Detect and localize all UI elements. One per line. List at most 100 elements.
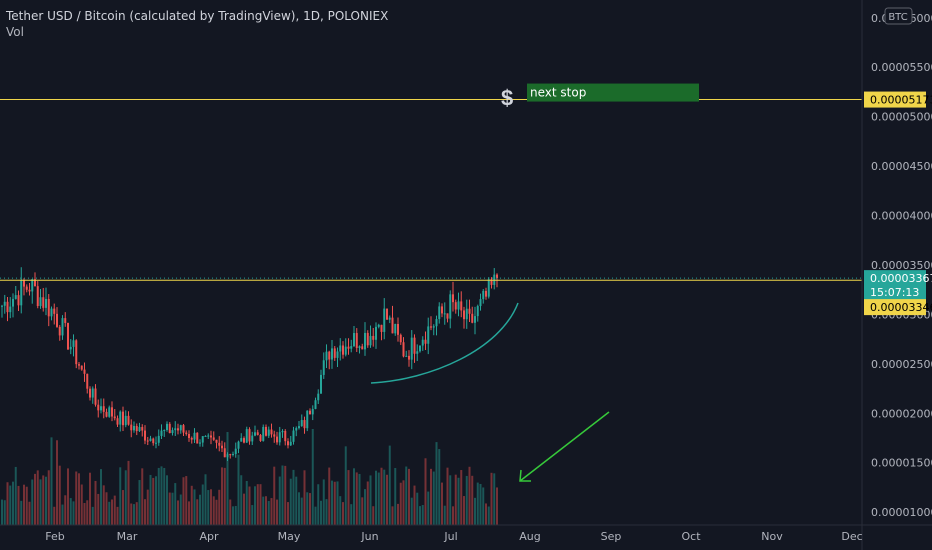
volume-bar <box>130 503 133 525</box>
candle-body <box>410 337 413 360</box>
candle-body <box>479 299 482 307</box>
candle-body <box>163 429 166 431</box>
candle-body <box>232 453 234 455</box>
candle-body <box>102 406 105 412</box>
volume-bar <box>61 504 64 525</box>
volume-bar <box>102 485 105 525</box>
volume-bar <box>386 474 388 525</box>
candle-body <box>196 432 199 444</box>
arrow-head <box>519 469 531 482</box>
volume-bar <box>144 499 146 525</box>
volume-bar <box>366 481 369 525</box>
candle-body <box>262 426 265 441</box>
candle-body <box>281 430 284 433</box>
candle-body <box>311 408 314 415</box>
volume-bar <box>127 460 130 525</box>
volume-bar <box>207 490 210 525</box>
volume-bar <box>111 499 113 525</box>
candle-body <box>256 432 259 435</box>
arrow-annotation[interactable] <box>519 411 610 482</box>
candle-body <box>105 411 108 417</box>
volume-bar <box>182 477 185 525</box>
candle-body <box>259 434 262 441</box>
currency-badge[interactable] <box>884 7 913 25</box>
candle-body <box>432 326 435 328</box>
candle-body <box>152 438 155 444</box>
candle-body <box>270 429 273 435</box>
candle-body <box>421 339 424 346</box>
candle-body <box>221 445 223 449</box>
volume-bar <box>364 489 366 525</box>
candle-body <box>347 346 350 349</box>
candle-body <box>251 435 254 442</box>
volume-bar <box>138 480 141 525</box>
volume-bar <box>273 466 276 525</box>
time-tick-label: Apr <box>199 530 219 543</box>
candle-body <box>375 326 377 340</box>
candle-body <box>427 326 430 344</box>
volume-bar <box>157 467 160 525</box>
volume-bar <box>333 481 336 525</box>
volume-bar <box>119 467 122 525</box>
candle-body <box>457 301 460 310</box>
candle-body <box>94 388 97 405</box>
volume-bar <box>336 481 339 525</box>
candle-body <box>397 323 399 335</box>
candle-body <box>218 442 221 446</box>
volume-bar <box>174 483 177 525</box>
volume-bar <box>397 503 399 525</box>
price-tick-label: 0.00004500 <box>871 160 932 173</box>
candle-body <box>31 279 34 292</box>
volume-bar <box>42 475 45 525</box>
candle-body <box>391 317 394 334</box>
volume-bar <box>9 485 12 525</box>
candle-body <box>182 425 185 433</box>
curve-annotation[interactable] <box>370 302 519 384</box>
candle-body <box>207 435 210 437</box>
volume-bar <box>424 458 427 525</box>
volume-bar <box>171 492 174 525</box>
time-tick-label: May <box>278 530 301 543</box>
volume-bar <box>361 497 364 525</box>
volume-bar <box>394 468 397 525</box>
candle-body <box>353 333 355 347</box>
volume-bar <box>391 506 394 525</box>
target-note-box[interactable] <box>527 83 699 102</box>
volume-bar <box>372 506 375 525</box>
candle-body <box>303 420 306 429</box>
volume-bar <box>306 492 309 525</box>
candle-body <box>144 430 146 441</box>
volume-bar <box>212 496 215 525</box>
volume-bar <box>94 480 97 525</box>
volume-bar <box>248 486 251 525</box>
volume-bar <box>221 467 223 525</box>
volume-bar <box>6 482 9 525</box>
volume-bar <box>430 468 432 525</box>
candle-body <box>292 430 295 442</box>
volume-bar <box>58 465 61 525</box>
candle-body <box>386 308 388 320</box>
candle-body <box>309 410 311 415</box>
candle-body <box>141 427 144 431</box>
candle-body <box>72 340 75 347</box>
horizontal-levels <box>0 99 862 281</box>
volume-bar <box>146 489 149 525</box>
candle-body <box>452 294 454 303</box>
candle-body <box>45 298 47 308</box>
candle-body <box>254 432 256 436</box>
volume-bar <box>328 467 331 525</box>
volume-bar <box>100 469 102 525</box>
volume-bar <box>270 498 273 525</box>
volume-bar <box>1 499 3 525</box>
candle-body <box>476 306 479 317</box>
volume-bar <box>56 440 58 525</box>
price-tick-label: 0.00002000 <box>871 407 932 420</box>
candle-body <box>460 301 463 311</box>
current-price-badge-text: 0.00003367 <box>870 272 932 285</box>
volume-bar <box>300 497 303 525</box>
candle-body <box>474 316 476 323</box>
volume-bar <box>355 472 358 525</box>
candle-body <box>166 423 168 430</box>
